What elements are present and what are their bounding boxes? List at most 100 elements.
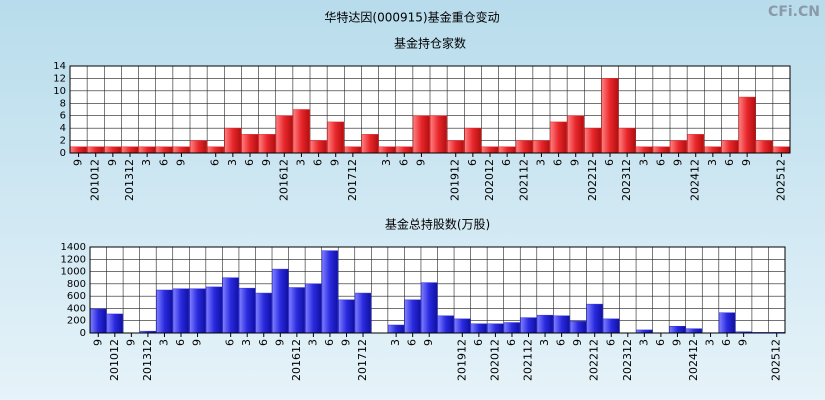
plot-border bbox=[69, 65, 791, 154]
bar bbox=[412, 115, 430, 154]
bar bbox=[635, 146, 653, 154]
x-tick-label: 202112 bbox=[522, 339, 535, 381]
bar bbox=[172, 288, 190, 334]
x-tick-label: 3 bbox=[240, 339, 253, 346]
chart-title: 基金持仓家数 bbox=[394, 36, 466, 51]
page-title: 华特达因(000915)基金重仓变动 bbox=[324, 10, 499, 25]
x-tick-label: 3 bbox=[534, 159, 547, 166]
y-tick-label: 10 bbox=[53, 86, 66, 97]
bar bbox=[430, 115, 448, 154]
y-tick-label: 0 bbox=[80, 328, 86, 339]
bar bbox=[601, 78, 619, 154]
x-tick-label: 6 bbox=[603, 159, 616, 166]
bar bbox=[618, 127, 636, 154]
x-tick-label: 3 bbox=[704, 339, 717, 346]
bar bbox=[603, 318, 620, 334]
x-tick-label: 201912 bbox=[455, 339, 468, 381]
x-tick-label: 201012 bbox=[108, 339, 121, 381]
y-tick-label: 4 bbox=[60, 123, 66, 134]
x-tick-label: 9 bbox=[737, 339, 750, 346]
y-tick-label: 1200 bbox=[61, 254, 86, 265]
x-tick-label: 6 bbox=[604, 339, 617, 346]
x-tick-label: 9 bbox=[672, 159, 685, 166]
bar bbox=[738, 96, 756, 154]
bar bbox=[652, 146, 670, 154]
y-tick-label: 2 bbox=[60, 136, 66, 147]
bar bbox=[487, 323, 504, 334]
bar bbox=[189, 288, 206, 334]
x-tick-label: 9 bbox=[670, 339, 683, 346]
bar bbox=[550, 121, 568, 154]
bar bbox=[404, 299, 421, 334]
x-tick-label: 201712 bbox=[346, 159, 359, 201]
bar bbox=[536, 314, 554, 334]
bar bbox=[106, 313, 124, 334]
chart-title: 基金总持股数(万股) bbox=[385, 217, 490, 232]
x-tick-label: 3 bbox=[637, 339, 650, 346]
x-tick-label: 3 bbox=[706, 159, 719, 166]
bar bbox=[272, 268, 289, 334]
bar bbox=[258, 134, 276, 154]
x-tick-label: 9 bbox=[571, 339, 584, 346]
bar bbox=[239, 287, 256, 334]
x-tick-label: 3 bbox=[226, 159, 239, 166]
bar bbox=[338, 299, 355, 334]
bar bbox=[718, 312, 736, 334]
bar bbox=[520, 317, 537, 334]
bar bbox=[310, 140, 328, 154]
bar bbox=[515, 140, 533, 154]
x-tick-label: 202512 bbox=[774, 159, 787, 201]
x-tick-label: 3 bbox=[380, 159, 393, 166]
bar bbox=[569, 321, 587, 334]
bar bbox=[156, 289, 173, 334]
y-tick-label: 800 bbox=[67, 279, 86, 290]
bar bbox=[87, 146, 105, 154]
x-tick-label: 9 bbox=[414, 159, 427, 166]
x-tick-label: 9 bbox=[273, 339, 286, 346]
bar bbox=[670, 140, 688, 154]
bar bbox=[138, 146, 156, 154]
bar bbox=[172, 146, 190, 154]
x-tick-label: 3 bbox=[389, 339, 402, 346]
x-tick-label: 9 bbox=[72, 159, 85, 166]
x-tick-label: 6 bbox=[552, 159, 565, 166]
x-tick-label: 202412 bbox=[689, 159, 702, 201]
bar bbox=[222, 277, 239, 334]
x-tick-label: 201312 bbox=[123, 159, 136, 201]
bar bbox=[772, 146, 790, 154]
x-tick-label: 9 bbox=[339, 339, 352, 346]
x-tick-label: 6 bbox=[472, 339, 485, 346]
x-tick-label: 6 bbox=[466, 159, 479, 166]
x-tick-label: 201912 bbox=[449, 159, 462, 201]
bar bbox=[395, 146, 413, 154]
bar bbox=[344, 146, 362, 154]
bar bbox=[354, 292, 372, 334]
x-tick-label: 3 bbox=[306, 339, 319, 346]
x-tick-label: 9 bbox=[422, 339, 435, 346]
bar bbox=[464, 127, 482, 154]
x-tick-label: 9 bbox=[124, 339, 137, 346]
x-tick-label: 6 bbox=[397, 159, 410, 166]
x-tick-label: 3 bbox=[538, 339, 551, 346]
x-tick-label: 9 bbox=[740, 159, 753, 166]
bar bbox=[567, 115, 585, 154]
x-tick-label: 9 bbox=[91, 339, 104, 346]
bar bbox=[275, 115, 293, 154]
x-tick-label: 202012 bbox=[488, 339, 501, 381]
bar bbox=[387, 324, 405, 334]
bar bbox=[361, 134, 379, 154]
bar bbox=[90, 308, 107, 334]
y-tick-label: 14 bbox=[53, 61, 66, 72]
y-tick-label: 1000 bbox=[61, 267, 86, 278]
bar bbox=[305, 283, 322, 334]
y-tick-label: 600 bbox=[67, 291, 86, 302]
bar bbox=[498, 146, 516, 154]
bar bbox=[327, 121, 345, 154]
x-tick-label: 202412 bbox=[687, 339, 700, 381]
bar bbox=[669, 325, 686, 334]
x-tick-label: 201612 bbox=[277, 159, 290, 201]
x-tick-label: 202212 bbox=[588, 339, 601, 381]
bar bbox=[503, 322, 521, 334]
x-tick-label: 6 bbox=[209, 159, 222, 166]
bar bbox=[288, 287, 306, 334]
